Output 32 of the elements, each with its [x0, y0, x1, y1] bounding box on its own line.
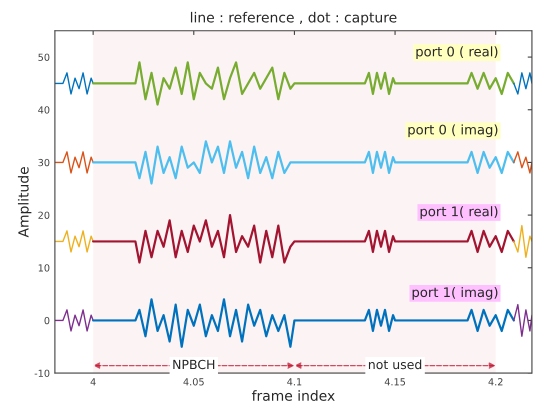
- y-tick-label: 20: [38, 212, 50, 219]
- line-series: [92, 61, 515, 106]
- y-tick-label: 40: [38, 106, 50, 114]
- line-series: [92, 140, 515, 185]
- line-series: [513, 151, 532, 174]
- annotation: port 0 ( real): [416, 46, 498, 60]
- band-label: not used: [368, 360, 422, 370]
- x-tick-label: 4.15: [384, 378, 406, 386]
- y-tick-label: -10: [34, 370, 50, 377]
- y-tick-label: 50: [38, 54, 50, 61]
- x-tick-label: 4.1: [287, 378, 302, 386]
- line-series: [513, 304, 532, 337]
- y-axis-title: Amplitude: [18, 167, 32, 238]
- x-tick-label: 4.05: [183, 378, 204, 386]
- line-series: [54, 151, 94, 174]
- x-axis-title: frame index: [252, 390, 335, 401]
- chart-title: line : reference , dot : capture: [190, 12, 396, 26]
- line-series: [54, 309, 94, 332]
- line-series: [513, 224, 532, 258]
- x-tick-label: 4.2: [488, 378, 502, 386]
- annotation: port 1( real): [420, 206, 498, 219]
- y-tick-label: 10: [38, 264, 50, 272]
- band-label: NPBCH: [173, 360, 214, 370]
- y-tick-label: 30: [38, 158, 50, 166]
- line-series: [92, 298, 515, 348]
- annotation: port 0 ( imag): [408, 124, 498, 138]
- line-series: [54, 72, 94, 95]
- annotation: port 1( imag): [412, 286, 498, 300]
- x-tick-label: 4: [90, 378, 96, 386]
- line-series: [54, 230, 94, 253]
- y-tick-label: 0: [44, 316, 50, 324]
- line-series: [513, 72, 532, 95]
